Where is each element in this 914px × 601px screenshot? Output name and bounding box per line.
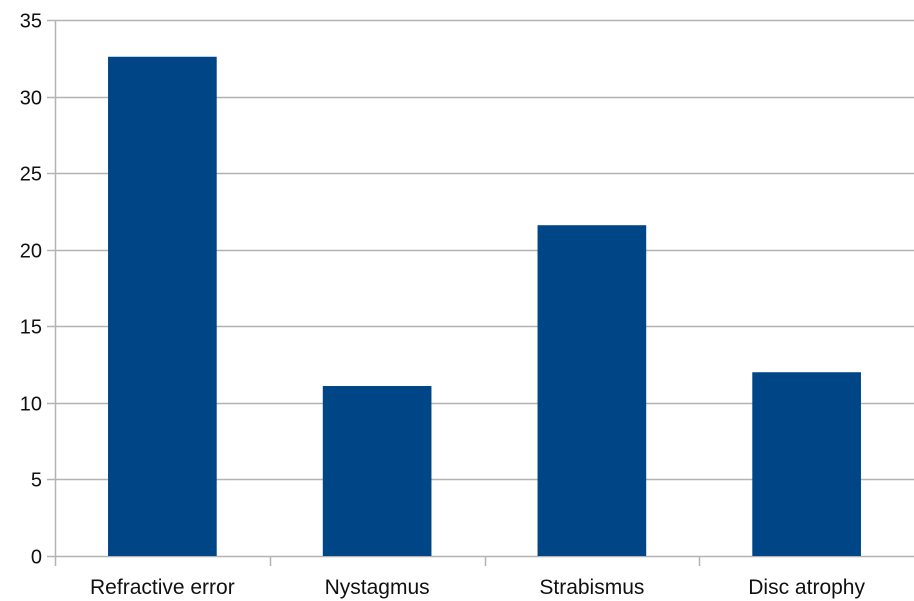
bar-refractive-error [108,56,217,557]
y-tick-label: 15 [20,317,42,339]
labels: 0 5 10 15 20 25 30 35 Refractive error Nystagmus S… [20,11,866,600]
y-tick-label: 10 [20,394,42,416]
y-tick-label: 25 [20,164,42,186]
x-category-label: Nystagmus [325,576,430,599]
y-tick-label: 30 [20,88,42,110]
bars [108,56,861,557]
x-category-label: Strabismus [539,576,644,599]
bar-disc-atrophy [752,372,861,556]
y-tick-label: 0 [31,547,42,569]
bar-nystagmus [322,386,432,556]
y-tick-label: 20 [20,241,42,263]
axes [47,19,701,566]
y-tick-label: 35 [20,11,42,33]
x-category-label: Disc atrophy [748,576,865,599]
bar-strabismus [537,225,647,556]
x-category-label: Refractive error [90,576,235,599]
y-tick-label: 5 [31,470,42,492]
